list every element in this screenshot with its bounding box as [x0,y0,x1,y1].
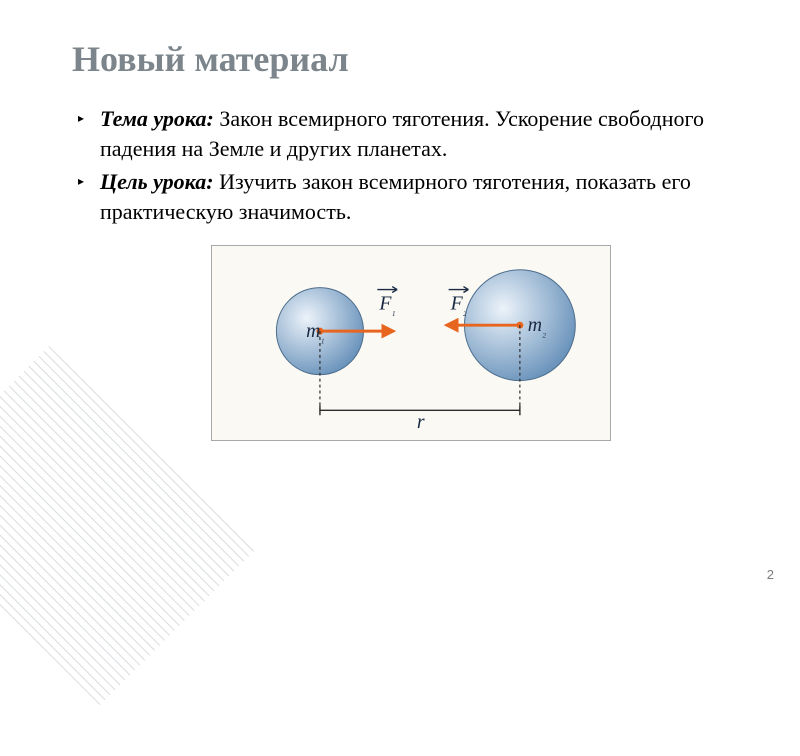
page-number: 2 [767,567,774,582]
bullet-item: Цель урока: Изучить закон всемирного тяг… [78,167,750,226]
diagram-container: m₁m₂F₁F₂r [72,245,750,441]
bullet-label: Тема урока: [100,106,214,131]
bullet-list: Тема урока: Закон всемирного тяготения. … [78,104,750,227]
bullet-label: Цель урока: [100,169,214,194]
bullet-item: Тема урока: Закон всемирного тяготения. … [78,104,750,163]
svg-text:r: r [417,411,425,433]
slide-title: Новый материал [72,38,750,80]
slide: Новый материал Тема урока: Закон всемирн… [0,0,800,600]
gravitation-diagram: m₁m₂F₁F₂r [211,245,611,441]
